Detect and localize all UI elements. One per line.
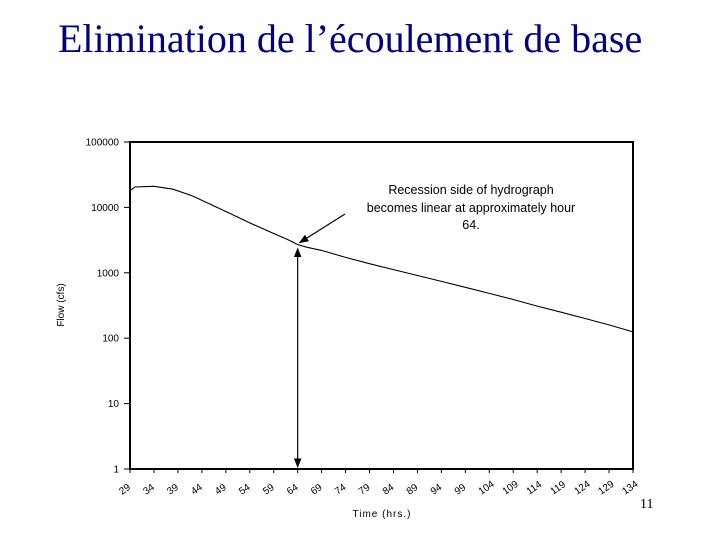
- x-tick-label: 109: [501, 479, 521, 498]
- y-tick-label: 1000: [97, 268, 120, 279]
- y-tick-label: 100000: [86, 138, 120, 149]
- x-tick-label: 129: [596, 479, 616, 498]
- annotation-text-line: becomes linear at approximately hour: [367, 201, 575, 215]
- x-tick-label: 74: [333, 482, 349, 498]
- x-axis-label: Time (hrs.): [353, 509, 412, 520]
- x-tick-label: 124: [573, 479, 593, 498]
- x-tick-label: 119: [549, 479, 569, 497]
- y-tick-label: 10: [108, 399, 120, 410]
- x-tick-label: 34: [141, 482, 157, 498]
- x-tick-label: 99: [453, 482, 469, 498]
- x-tick-label: 114: [525, 479, 545, 497]
- x-tick-label: 29: [117, 482, 133, 498]
- x-tick-label: 134: [620, 479, 640, 498]
- x-tick-label: 54: [237, 482, 253, 498]
- slide-title: Elimination de l’écoulement de base: [58, 16, 643, 61]
- x-tick-label: 104: [477, 479, 497, 498]
- y-tick-label: 1: [113, 465, 119, 476]
- x-tick-label: 64: [285, 482, 301, 498]
- x-tick-label: 84: [381, 482, 397, 498]
- x-tick-label: 59: [261, 482, 277, 498]
- x-tick-label: 89: [405, 482, 421, 498]
- x-tick-label: 39: [165, 482, 181, 498]
- flow-series-line: [129, 185, 634, 333]
- annotation-arrow: [298, 213, 346, 244]
- y-axis-label: Flow (cfs): [56, 283, 67, 326]
- y-tick-label: 10000: [91, 203, 119, 214]
- y-tick-label: 100: [102, 334, 119, 345]
- x-tick-label: 94: [429, 482, 445, 498]
- annotation-text-line: 64.: [462, 218, 479, 232]
- page-number: 11: [640, 497, 654, 512]
- annotation-text-line: Recession side of hydrograph: [388, 183, 553, 197]
- x-tick-label: 44: [189, 482, 205, 498]
- plot-frame: [129, 141, 634, 470]
- x-tick-label: 79: [357, 482, 373, 498]
- x-tick-label: 49: [213, 482, 229, 498]
- x-tick-label: 69: [309, 482, 325, 498]
